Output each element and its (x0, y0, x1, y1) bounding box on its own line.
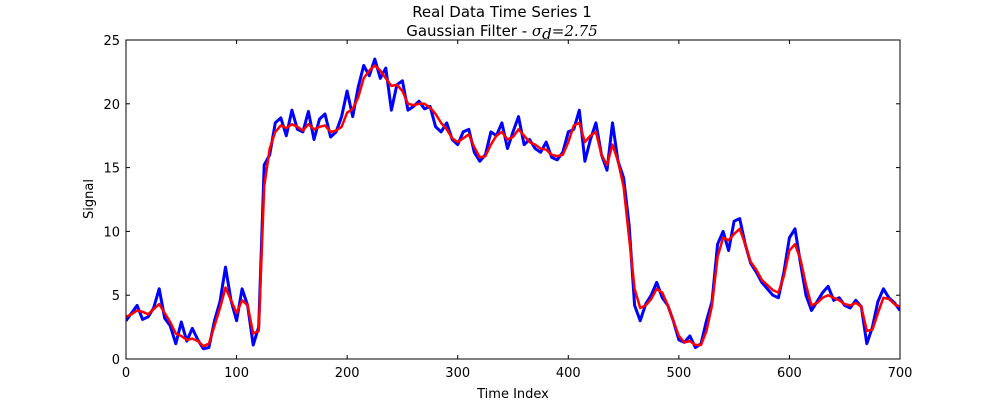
y-axis-title: Signal (82, 179, 97, 219)
x-tick-label: 200 (335, 366, 360, 381)
raw-signal-line (126, 57, 900, 351)
subtitle-prefix: Gaussian Filter - (406, 22, 532, 40)
x-tick-label: 500 (666, 366, 691, 381)
x-axis: 0 100 200 300 400 500 600 700 (122, 40, 913, 381)
x-tick-label: 100 (224, 366, 249, 381)
series-layer (126, 57, 900, 351)
plot-frame (125, 39, 901, 360)
sigma-symbol: σ (532, 22, 543, 40)
chart-subtitle: Gaussian Filter - σd=2.75 (406, 22, 598, 43)
y-tick-label: 25 (103, 34, 120, 49)
x-tick-label: 600 (777, 366, 802, 381)
x-tick-label: 400 (556, 366, 581, 381)
x-axis-title: Time Index (476, 387, 549, 400)
sigma-subscript: d (542, 25, 552, 43)
chart-title: Real Data Time Series 1 (412, 3, 592, 21)
y-tick-label: 10 (103, 225, 120, 240)
filtered-signal-line (126, 64, 900, 348)
sigma-value: =2.75 (552, 22, 598, 40)
y-tick-label: 20 (103, 98, 120, 113)
y-tick-label: 0 (112, 353, 120, 368)
y-tick-label: 5 (112, 289, 120, 304)
x-tick-label: 0 (122, 366, 130, 381)
y-axis: 0 5 10 15 20 25 (103, 34, 900, 368)
x-tick-label: 700 (888, 366, 913, 381)
x-tick-label: 300 (445, 366, 470, 381)
y-tick-label: 15 (103, 162, 120, 177)
